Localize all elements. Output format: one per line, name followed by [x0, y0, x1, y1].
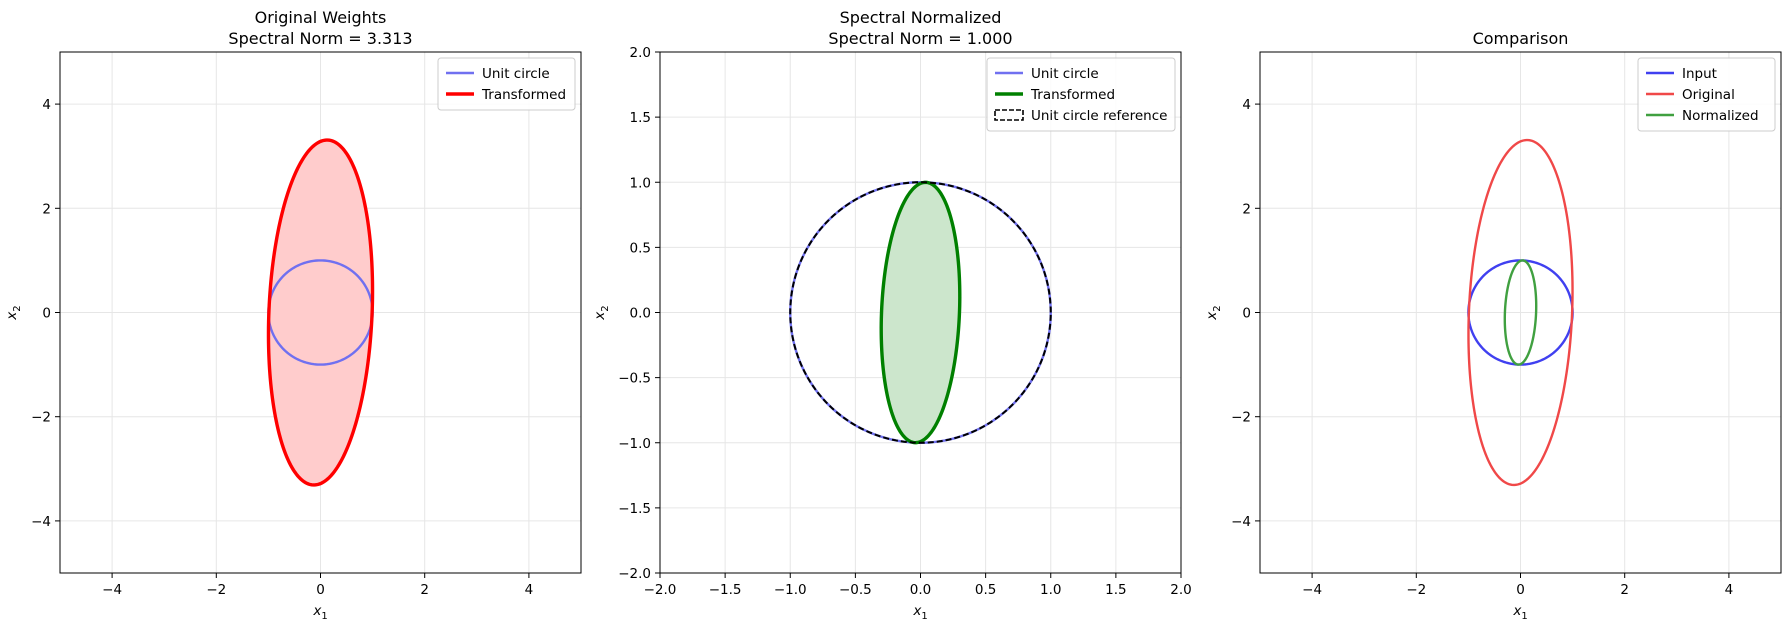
series-line-2 [1503, 259, 1538, 366]
legend-box [437, 57, 576, 111]
y-tick-label: −1.5 [618, 501, 651, 517]
y-tick-label: 4 [1242, 97, 1251, 113]
y-axis-label-sub: 2 [12, 305, 23, 311]
x-tick-label: 2 [420, 582, 429, 598]
series-group [1467, 138, 1574, 487]
chart-title: Spectral Normalized [840, 8, 1002, 27]
legend-label-0: Unit circle [482, 66, 550, 82]
x-tick-label: −1.0 [774, 582, 807, 598]
panel-original-weights: −4 −2 0 2 4 −4 −2 0 2 4 Original Weights Spectral N… [4, 8, 582, 622]
chart-subtitle: Spectral Norm = 1.000 [828, 29, 1012, 48]
legend-label-1: Transformed [1030, 87, 1115, 103]
series-fill-1 [268, 140, 373, 485]
x-tick-label: 1.5 [1105, 582, 1126, 598]
y-axis-label: x2 [592, 305, 611, 320]
y-tick-label: 2 [1242, 201, 1251, 217]
x-tick-label: −4 [102, 582, 122, 598]
x-tick-label: −2 [1406, 582, 1426, 598]
series-fill-1 [881, 182, 960, 443]
x-axis-label-sub: 1 [321, 611, 327, 622]
x-tick-label: 0.0 [910, 582, 931, 598]
x-tick-label: 4 [1725, 582, 1734, 598]
legend-box [1637, 57, 1776, 132]
y-tick-label: −2 [1231, 410, 1251, 426]
chart-title: Comparison [1473, 29, 1569, 48]
y-tick-label: −4 [1231, 514, 1251, 530]
x-tick-label: 0.5 [975, 582, 996, 598]
x-axis-label: x1 [912, 603, 927, 622]
y-tick-label: 2 [42, 201, 51, 217]
legend-label-1: Transformed [481, 87, 566, 103]
legend-label-2: Normalized [1682, 108, 1759, 124]
x-axis-label: x1 [1512, 603, 1527, 622]
y-tick-label: −4 [31, 514, 51, 530]
legend: Unit circle Transformed [437, 57, 576, 111]
x-axis-label-sub: 1 [921, 611, 927, 622]
x-tick-label: −0.5 [839, 582, 872, 598]
x-tick-label: 2 [1620, 582, 1629, 598]
y-tick-label: 4 [42, 97, 51, 113]
legend-patch-2 [994, 109, 1024, 121]
y-tick-label: 1.0 [630, 175, 651, 191]
y-tick-label: 1.5 [630, 110, 651, 126]
y-tick-label: −2.0 [618, 566, 651, 582]
x-axis-label: x1 [312, 603, 327, 622]
legend: Input Original Normalized [1637, 57, 1776, 132]
x-tick-label: 0 [316, 582, 325, 598]
chart-title: Original Weights [255, 8, 387, 27]
y-tick-label: 2.0 [630, 45, 651, 61]
x-tick-label: −1.5 [709, 582, 742, 598]
legend-label-0: Input [1682, 66, 1717, 82]
series-group [789, 180, 1052, 445]
y-axis-label: x2 [4, 305, 23, 320]
chart-subtitle: Spectral Norm = 3.313 [228, 29, 412, 48]
series-line-2 [789, 181, 1052, 444]
y-tick-label: −1.0 [618, 436, 651, 452]
y-tick-label: 0 [1242, 306, 1251, 322]
legend-label-1: Original [1682, 87, 1735, 103]
x-tick-label: 1.0 [1040, 582, 1061, 598]
legend-label-2: Unit circle reference [1031, 108, 1167, 124]
y-tick-label: −0.5 [618, 371, 651, 387]
y-tick-label: 0 [42, 306, 51, 322]
legend-box [986, 57, 1176, 132]
x-tick-label: −4 [1302, 582, 1322, 598]
y-axis-label-sub: 2 [600, 305, 611, 311]
series-line-1 [1467, 138, 1574, 487]
panel-spectral-normalized: −2.0 −1.5 −1.0 −0.5 0.0 0.5 1.0 1.5 2.0 −2.0 −1.5 −… [592, 8, 1192, 622]
y-axis-label: x2 [1204, 305, 1223, 320]
x-axis-label-sub: 1 [1521, 611, 1527, 622]
y-tick-label: 0.0 [630, 306, 651, 322]
y-axis-label-sub: 2 [1212, 305, 1223, 311]
x-tick-label: 2.0 [1170, 582, 1191, 598]
series-line-1 [266, 138, 375, 487]
series-group [266, 138, 375, 487]
panel-comparison: −4 −2 0 2 4 −4 −2 0 2 4 Comparison x1 x2 Input Origina… [1204, 29, 1782, 622]
legend-label-0: Unit circle [1031, 66, 1099, 82]
legend: Unit circle Transformed Unit circle refere… [986, 57, 1176, 132]
x-tick-label: 0 [1516, 582, 1525, 598]
x-tick-label: −2 [206, 582, 226, 598]
y-tick-label: −2 [31, 410, 51, 426]
y-tick-label: 0.5 [630, 240, 651, 256]
x-tick-label: 4 [525, 582, 534, 598]
x-tick-label: −2.0 [644, 582, 677, 598]
